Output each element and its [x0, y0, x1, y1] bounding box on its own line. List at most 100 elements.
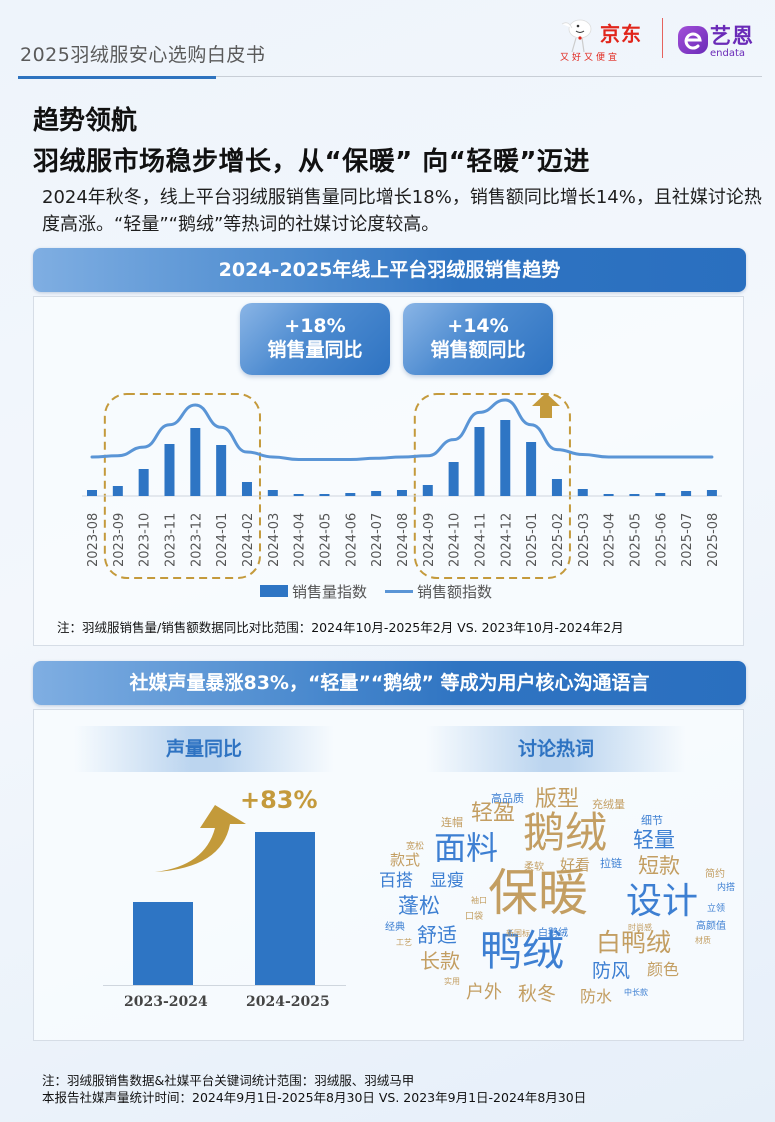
x-tick-label: 2025-08 [706, 513, 721, 567]
jd-logo-text: 京东 [600, 22, 642, 46]
legend-bar-swatch [260, 585, 288, 597]
hotword: 高品质 [491, 792, 524, 805]
bar-2024-01 [216, 445, 227, 496]
footer-note-scope: 注：羽绒服销售数据&社媒平台关键词统计范围：羽绒服、羽绒马甲 [42, 1073, 415, 1088]
hotword: 实用 [444, 977, 460, 986]
bar-2024-05 [319, 494, 330, 496]
kpi-sales-amount: +14% 销售额同比 [403, 303, 553, 375]
chart-legend: 销售量指数 销售额指数 [260, 581, 492, 601]
hotword: 白鹅绒 [538, 928, 568, 939]
volume-subhead: 声量同比 [74, 726, 334, 772]
x-tick-label: 2025-07 [680, 513, 695, 567]
x-tick-label: 2023-10 [138, 513, 153, 567]
hotwords-subhead: 讨论热词 [426, 726, 686, 772]
bar-2023-09 [112, 486, 123, 496]
bar-2023-12 [190, 428, 201, 496]
x-tick-label: 2023-09 [112, 513, 127, 567]
hotword: 宽松 [406, 842, 425, 852]
hotword: 秋冬 [518, 983, 557, 1005]
hotword: 柔软 [524, 862, 544, 873]
hotword: 经典 [385, 922, 405, 933]
kpi-label: 销售量同比 [267, 339, 363, 361]
kpi-value: +14% [447, 315, 509, 337]
bar-2024-02 [241, 482, 252, 496]
bar-2025-04 [603, 494, 614, 496]
x-tick-label: 2024-11 [473, 513, 488, 567]
x-tick-label: 2025-04 [603, 513, 618, 567]
bar-2024-11 [474, 427, 485, 496]
hotword: 舒适 [417, 923, 457, 947]
jd-dog-mascot-icon [561, 19, 592, 53]
hotword: 百搭 [379, 871, 413, 891]
bar-2024-08 [396, 490, 407, 496]
x-tick-label: 2024-09 [422, 513, 437, 567]
hotword: 版型 [535, 787, 580, 812]
hotword: 轻量 [633, 828, 675, 852]
hotword: 显瘦 [430, 871, 464, 891]
sales-amount-line [90, 398, 714, 461]
hotword: 好看 [560, 856, 591, 874]
x-tick-label: 2025-05 [628, 513, 643, 567]
hotword: 白鸭绒 [596, 928, 672, 957]
hotword: 长款 [420, 949, 460, 973]
sales-volume-bars [87, 420, 717, 496]
endata-logo-text: 艺恩 [710, 24, 754, 48]
hotword: 防风 [592, 960, 631, 982]
hotword: 新国标 [506, 929, 530, 938]
bar-2024-07 [371, 491, 382, 496]
highlight-box [413, 393, 571, 579]
hotword: 户外 [466, 982, 502, 1003]
hotword: 防水 [580, 987, 613, 1006]
x-tick-label: 2024-04 [293, 513, 308, 567]
x-tick-label: 2023-11 [163, 513, 178, 567]
legend-line-label: 销售额指数 [417, 582, 493, 601]
x-tick-label: 2025-02 [551, 513, 566, 567]
x-tick-label: 2024-02 [241, 513, 256, 567]
x-tick-label: 2024-01 [215, 513, 230, 567]
volume-bar-2024-2025 [255, 832, 315, 985]
hotword: 时尚感 [628, 923, 652, 932]
x-tick-label: 2025-01 [525, 513, 540, 567]
x-tick-label: 2024-10 [448, 513, 463, 567]
x-tick-label: 2024-03 [267, 513, 282, 567]
bar-2025-03 [577, 489, 588, 496]
hotword: 高颜值 [696, 921, 726, 932]
highlight-box [103, 393, 261, 579]
peak-season-highlights [103, 393, 571, 579]
logo-divider [662, 18, 663, 58]
x-tick-label: 2024-06 [344, 513, 359, 567]
x-tick-label: 2024-05 [318, 513, 333, 567]
intro-paragraph: 2024年秋冬，线上平台羽绒服销售量同比增长18%，销售额同比增长14%，且社媒… [42, 187, 762, 235]
hotword: 中长款 [624, 988, 648, 997]
partner-logos: 京东 又好又便宜 艺恩 endata [550, 14, 770, 64]
bar-2024-04 [293, 494, 304, 496]
footer-notes: 注：羽绒服销售数据&社媒平台关键词统计范围：羽绒服、羽绒马甲 本报告社媒声量统计… [42, 1072, 586, 1106]
x-tick-label: 2024-07 [370, 513, 385, 567]
bar-2024-06 [345, 493, 356, 496]
bar-2024-10 [448, 462, 459, 496]
hotword: 鹅绒 [523, 808, 608, 857]
volume-label-2024-2025: 2024-2025 [246, 994, 330, 1010]
endata-e-icon [678, 26, 708, 54]
bar-2023-08 [87, 490, 97, 496]
hotword: 保暖 [488, 864, 588, 922]
hotword: 内搭 [717, 883, 736, 893]
x-tick-label: 2024-08 [396, 513, 411, 567]
hotword: 口袋 [465, 912, 484, 922]
header-accent-rule [18, 76, 216, 79]
hotword: 颜色 [647, 960, 680, 979]
x-tick-label: 2025-06 [654, 513, 669, 567]
hotword: 充绒量 [592, 798, 625, 811]
sales-trend-chart: 2023-08 2023-09 2023-10 2023-11 2023-12 2024-… [82, 393, 722, 579]
bar-2025-01 [526, 442, 537, 496]
bar-2023-11 [164, 444, 175, 496]
section-kicker: 趋势领航 [33, 106, 138, 136]
endata-logo-subtext: endata [710, 48, 746, 59]
bar-2024-12 [500, 420, 511, 496]
jd-slogan: 又好又便宜 [560, 53, 621, 63]
volume-axis-line [103, 985, 346, 986]
hotword: 鸭绒 [480, 926, 565, 975]
footer-note-period: 本报告社媒声量统计时间：2024年9月1日-2025年8月30日 VS. 202… [42, 1090, 587, 1105]
hotword: 立领 [707, 904, 726, 914]
report-title: 2025羽绒服安心选购白皮书 [20, 44, 266, 66]
